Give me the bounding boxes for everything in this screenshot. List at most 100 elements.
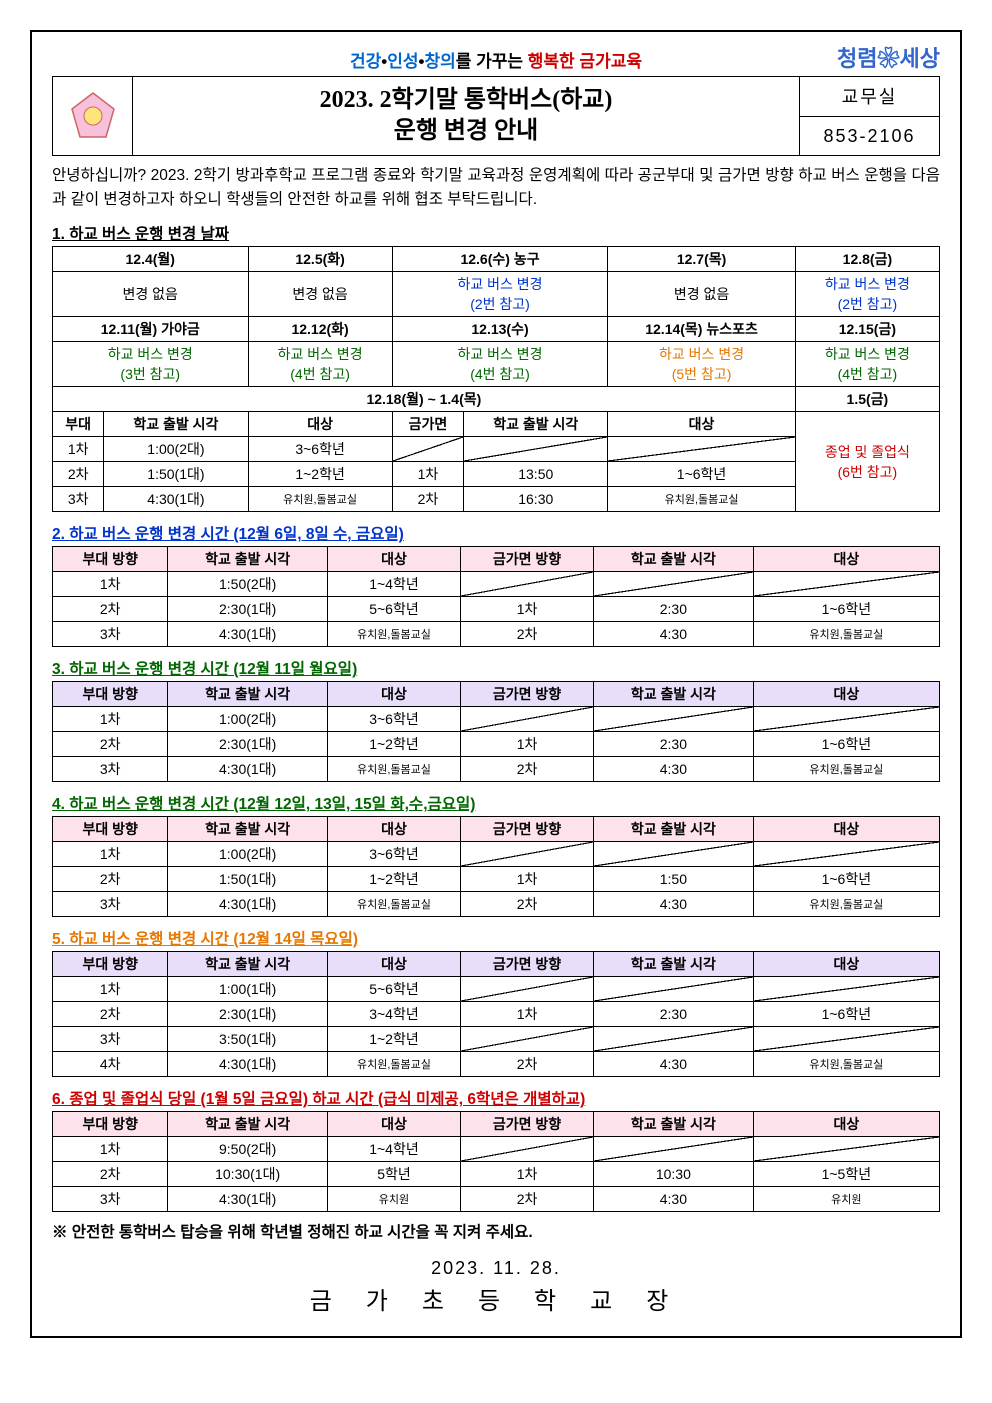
cell: 하교 버스 변경(4번 참고): [248, 342, 392, 387]
cell: [461, 572, 594, 597]
cell: 유치원,돌봄교실: [248, 487, 392, 512]
cell: 2차: [53, 1162, 168, 1187]
cell: 종업 및 졸업식(6번 참고): [795, 412, 939, 512]
cell: 12.15(금): [795, 317, 939, 342]
col-head: 학교 출발 시각: [594, 817, 754, 842]
cell: 2:30: [594, 1002, 754, 1027]
cell: 유치원,돌봄교실: [327, 892, 460, 917]
cell: 2차: [461, 622, 594, 647]
school-emblem: [53, 77, 133, 155]
slogan-c: 창의: [424, 52, 455, 71]
col-head: 학교 출발 시각: [168, 1112, 328, 1137]
cell: 하교 버스 변경(2번 참고): [795, 272, 939, 317]
col-head: 금가면 방향: [461, 952, 594, 977]
col-head: 금가면 방향: [461, 547, 594, 572]
cell: 변경 없음: [53, 272, 249, 317]
cell: 5~6학년: [327, 977, 460, 1002]
sec3-table: 부대 방향학교 출발 시각대상금가면 방향학교 출발 시각대상1차1:00(2대…: [52, 681, 940, 782]
cell: 유치원,돌봄교실: [753, 1052, 939, 1077]
cell: 1~5학년: [753, 1162, 939, 1187]
cell: 1~2학년: [327, 867, 460, 892]
cell: 1:50(1대): [168, 867, 328, 892]
cell: 1차: [53, 572, 168, 597]
cell: 1차: [461, 1162, 594, 1187]
col-head: 금가면 방향: [461, 1112, 594, 1137]
cell: [594, 977, 754, 1002]
cell: 10:30: [594, 1162, 754, 1187]
signature-date: 2023. 11. 28.: [52, 1258, 940, 1279]
cell: 하교 버스 변경(2번 참고): [392, 272, 608, 317]
cell: 4:30(1대): [104, 487, 248, 512]
cell: 4:30: [594, 1187, 754, 1212]
cell: 2차: [53, 867, 168, 892]
cell: [461, 842, 594, 867]
s1-h-wed: 12.6(수) 농구: [392, 247, 608, 272]
cell: [464, 437, 608, 462]
cell: 유치원,돌봄교실: [753, 757, 939, 782]
col-head: 학교 출발 시각: [168, 547, 328, 572]
cell: 1~6학년: [753, 597, 939, 622]
cell: 3~4학년: [327, 1002, 460, 1027]
cell: 1:00(2대): [168, 707, 328, 732]
section1-table: 12.4(월) 12.5(화) 12.6(수) 농구 12.7(목) 12.8(…: [52, 246, 940, 512]
sec2-table: 부대 방향학교 출발 시각대상금가면 방향학교 출발 시각대상1차1:50(2대…: [52, 546, 940, 647]
cell: [753, 977, 939, 1002]
cell: 2차: [53, 1002, 168, 1027]
col-head: 금가면 방향: [461, 817, 594, 842]
cell: 변경 없음: [608, 272, 795, 317]
cell: 2차: [461, 757, 594, 782]
cell: 1차: [53, 842, 168, 867]
cell: 1~2학년: [248, 462, 392, 487]
cell: 1차: [461, 1002, 594, 1027]
cell: [594, 842, 754, 867]
cell: [461, 977, 594, 1002]
cell: 1~4학년: [327, 1137, 460, 1162]
cell: [461, 707, 594, 732]
cell: 하교 버스 변경(5번 참고): [608, 342, 795, 387]
cell: 유치원: [327, 1187, 460, 1212]
cell: 4:30: [594, 622, 754, 647]
cell: [461, 1027, 594, 1052]
contact-office: 교무실: [800, 77, 939, 117]
cell: 2차: [53, 597, 168, 622]
col-head: 학교 출발 시각: [594, 952, 754, 977]
contact-phone: 853-2106: [800, 117, 939, 156]
col-head: 대상: [753, 547, 939, 572]
sec6-table: 부대 방향학교 출발 시각대상금가면 방향학교 출발 시각대상1차9:50(2대…: [52, 1111, 940, 1212]
col-head: 대상: [327, 682, 460, 707]
s1-h-tue: 12.5(화): [248, 247, 392, 272]
col-head: 학교 출발 시각: [168, 817, 328, 842]
cell: [594, 1027, 754, 1052]
cell: 9:50(2대): [168, 1137, 328, 1162]
cell: 12.13(수): [392, 317, 608, 342]
col-head: 학교 출발 시각: [168, 952, 328, 977]
cell: 12.14(목) 뉴스포츠: [608, 317, 795, 342]
cell: 13:50: [464, 462, 608, 487]
cell: 12.18(월) ~ 1.4(목): [53, 387, 796, 412]
cell: 유치원: [753, 1187, 939, 1212]
sec2-title: 2. 하교 버스 운행 변경 시간 (12월 6일, 8일 수, 금요일): [52, 522, 940, 544]
cell: 1~6학년: [753, 1002, 939, 1027]
cell: 1차: [53, 437, 104, 462]
title-header: 2023. 2학기말 통학버스(하교) 운행 변경 안내 교무실 853-210…: [52, 76, 940, 156]
cell: 3차: [53, 1187, 168, 1212]
cell: 변경 없음: [248, 272, 392, 317]
cell: 유치원,돌봄교실: [608, 487, 795, 512]
col-head: 대상: [753, 682, 939, 707]
s1-h-fri: 12.8(금): [795, 247, 939, 272]
cell: [753, 842, 939, 867]
col-head: 대상: [753, 1112, 939, 1137]
cell: 하교 버스 변경(4번 참고): [392, 342, 608, 387]
col-head: 대상: [753, 952, 939, 977]
cell: 학교 출발 시각: [104, 412, 248, 437]
cell: 2차: [461, 892, 594, 917]
cell: 1차: [392, 462, 463, 487]
cell: 4:30(1대): [168, 757, 328, 782]
cell: 10:30(1대): [168, 1162, 328, 1187]
cell: 1차: [53, 977, 168, 1002]
cell: 1:50(1대): [104, 462, 248, 487]
cell: 1~6학년: [753, 867, 939, 892]
cell: 2:30: [594, 732, 754, 757]
cell: 2차: [461, 1187, 594, 1212]
cell: 대상: [248, 412, 392, 437]
